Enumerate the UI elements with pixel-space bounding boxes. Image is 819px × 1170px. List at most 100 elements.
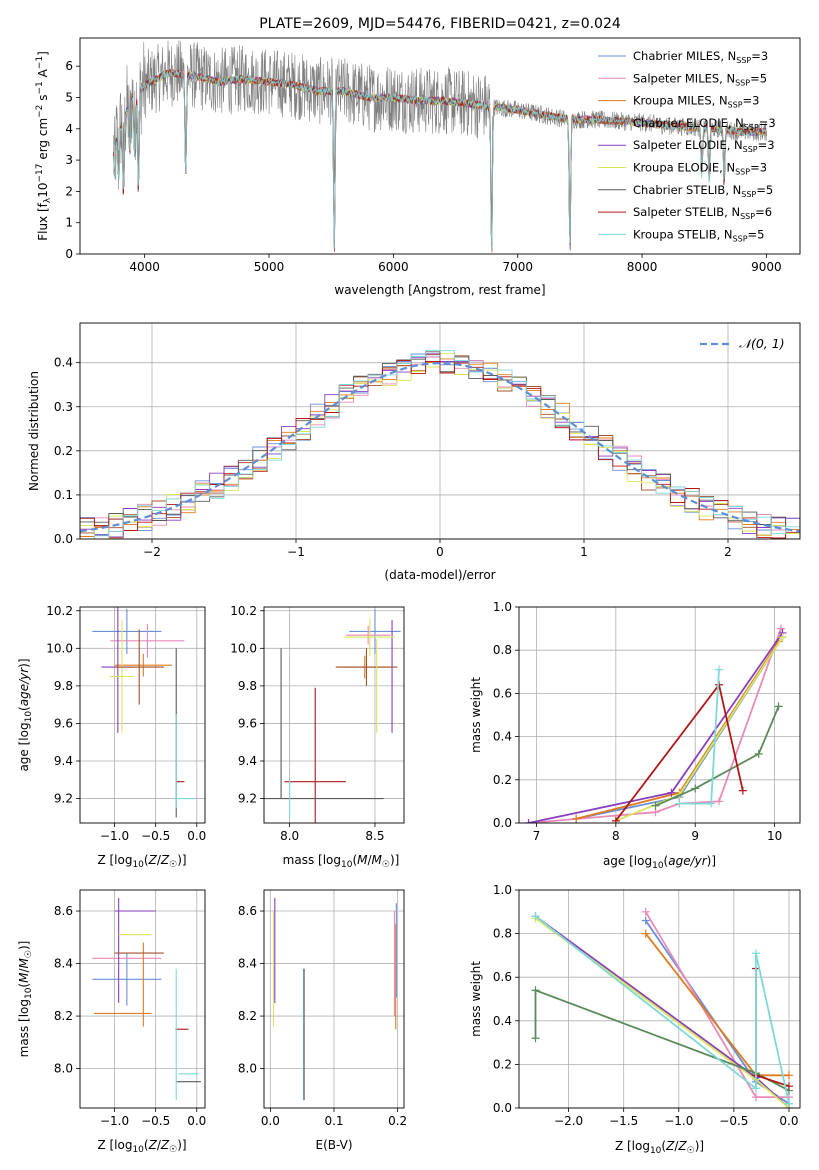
weight-point — [531, 986, 540, 995]
axes-frame — [518, 889, 801, 1109]
x-axis-label: wavelength [Angstrom, rest frame] — [334, 283, 545, 297]
y-tick-label: 8.0 — [54, 1062, 73, 1076]
y-tick-label: 10.0 — [46, 641, 73, 655]
errorbar-panel: −1.0 −0.5 0.0 9.2 9.4 9.6 9.8 10.0 10.2 Z [log10(… — [17, 604, 206, 870]
y-tick-label: 0.2 — [493, 773, 512, 787]
weight-point — [691, 784, 700, 793]
y-tick-label: 9.4 — [238, 754, 257, 768]
legend-subscript: SSP — [741, 190, 756, 199]
spectrum-panel: 4000 5000 6000 7000 8000 9000 0 1 2 3 4 5 6 Chabrier … — [35, 16, 801, 297]
weight-line — [534, 915, 790, 1104]
x-tick-label: 2 — [724, 545, 732, 559]
weight-point — [667, 788, 676, 797]
legend-subscript: SSP — [735, 78, 750, 87]
weight-point — [572, 814, 581, 823]
y-axis-label: mass [log10(M/M☉)] — [17, 941, 34, 1058]
legend-label: Chabrier MILES, NSSP=3 — [633, 49, 768, 65]
x-tick-label: −0.5 — [141, 829, 170, 843]
x-tick-label: 0.1 — [324, 1114, 343, 1128]
y-tick-label: 8.2 — [54, 1009, 73, 1023]
y-tick-label: 9.6 — [54, 716, 73, 730]
y-tick-label: 5 — [65, 90, 73, 104]
y-tick-label: 8.4 — [54, 957, 73, 971]
weight-point — [651, 801, 660, 810]
legend-subscript: SSP — [736, 56, 751, 65]
x-tick-label: 5000 — [254, 260, 285, 274]
legend-label: 𝒩(0, 1) — [739, 336, 785, 351]
y-tick-label: 9.2 — [238, 792, 257, 806]
y-tick-label: 0.2 — [54, 444, 73, 458]
histogram-group — [80, 349, 800, 539]
x-tick-label: 0 — [436, 545, 444, 559]
residual-histogram — [80, 349, 800, 539]
legend-label: Kroupa STELIB, NSSP=5 — [633, 227, 764, 243]
y-axis-label: Normed distribution — [27, 371, 41, 491]
y-tick-label: 0.6 — [493, 970, 512, 984]
legend-value: =3 — [758, 138, 775, 152]
weight-point — [641, 929, 650, 938]
legend-value: =5 — [748, 227, 765, 241]
x-tick-label: 0.0 — [779, 1114, 798, 1128]
errorbar-group — [272, 897, 397, 1101]
y-tick-label: 0.0 — [493, 1101, 512, 1115]
x-tick-label: 0.2 — [388, 1114, 407, 1128]
y-tick-label: 8.6 — [238, 904, 257, 918]
weight-point — [524, 819, 533, 823]
x-tick-label: −1 — [287, 545, 305, 559]
y-tick-label: 0.3 — [54, 400, 73, 414]
errorbar-group — [92, 607, 195, 818]
weight-point — [784, 1099, 793, 1108]
legend-subscript: SSP — [744, 123, 759, 132]
y-tick-label: 1.0 — [493, 883, 512, 897]
x-tick-label: −2 — [143, 545, 161, 559]
y-tick-label: 8.0 — [238, 1062, 257, 1076]
y-tick-label: 9.6 — [238, 716, 257, 730]
weight-point — [531, 912, 540, 921]
weight-line — [534, 989, 790, 1092]
y-tick-label: 0.2 — [493, 1057, 512, 1071]
weight-point — [784, 1071, 793, 1080]
weight-point — [675, 799, 684, 808]
x-tick-label: −0.5 — [719, 1114, 748, 1128]
errorbar-panel: −1.0 −0.5 0.0 8.0 8.2 8.4 8.6 Z [log10(Z/Z☉)] ma… — [17, 889, 206, 1155]
weight-line — [615, 636, 784, 822]
x-tick-label: 10 — [767, 829, 782, 843]
x-tick-label: −1.5 — [609, 1114, 638, 1128]
y-axis-label: Flux [fλ10−17 erg cm−2 s−1 A−1] — [35, 51, 53, 241]
y-tick-label: 0.4 — [54, 356, 73, 370]
weight-point — [641, 916, 650, 925]
weight-point — [784, 1082, 793, 1091]
residual-panel: −2 −1 0 1 2 0.0 0.1 0.2 0.3 0.4 𝒩(0, 1) (data-model… — [27, 322, 801, 582]
weight-lines — [531, 907, 793, 1108]
x-tick-label: 6000 — [378, 260, 409, 274]
y-tick-label: 0.4 — [493, 1014, 512, 1028]
legend-value: =5 — [756, 183, 773, 197]
x-axis-label: E(B-V) — [315, 1138, 352, 1152]
spectrum-title: PLATE=2609, MJD=54476, FIBERID=0421, z=0… — [259, 16, 621, 32]
weight-point — [754, 749, 763, 758]
y-tick-label: 10.0 — [230, 641, 257, 655]
y-tick-label: 2 — [65, 184, 73, 198]
x-tick-label: 4000 — [129, 260, 160, 274]
legend-subscript: SSP — [743, 145, 758, 154]
legend-value: =3 — [751, 49, 768, 63]
axes-frame — [518, 606, 801, 824]
legend-label: Kroupa MILES, NSSP=3 — [633, 94, 759, 110]
y-tick-label: 0.0 — [493, 816, 512, 830]
y-tick-label: 8.6 — [54, 904, 73, 918]
x-tick-label: 7 — [533, 829, 541, 843]
x-tick-label: −0.5 — [141, 1114, 170, 1128]
y-tick-label: 8.4 — [238, 957, 257, 971]
y-tick-label: 9.4 — [54, 754, 73, 768]
axes-frame — [263, 889, 405, 1109]
y-tick-label: 10.2 — [230, 604, 257, 618]
x-axis-label: Z [log10(Z/Z☉)] — [97, 1138, 186, 1155]
y-axis-label: mass weight — [469, 677, 483, 753]
legend-label: Salpeter STELIB, NSSP=6 — [633, 205, 772, 221]
weight-point — [715, 797, 724, 806]
x-tick-label: 0.0 — [187, 1114, 206, 1128]
y-tick-label: 9.8 — [238, 679, 257, 693]
legend-value: =5 — [750, 71, 767, 85]
x-tick-label: 7000 — [502, 260, 533, 274]
